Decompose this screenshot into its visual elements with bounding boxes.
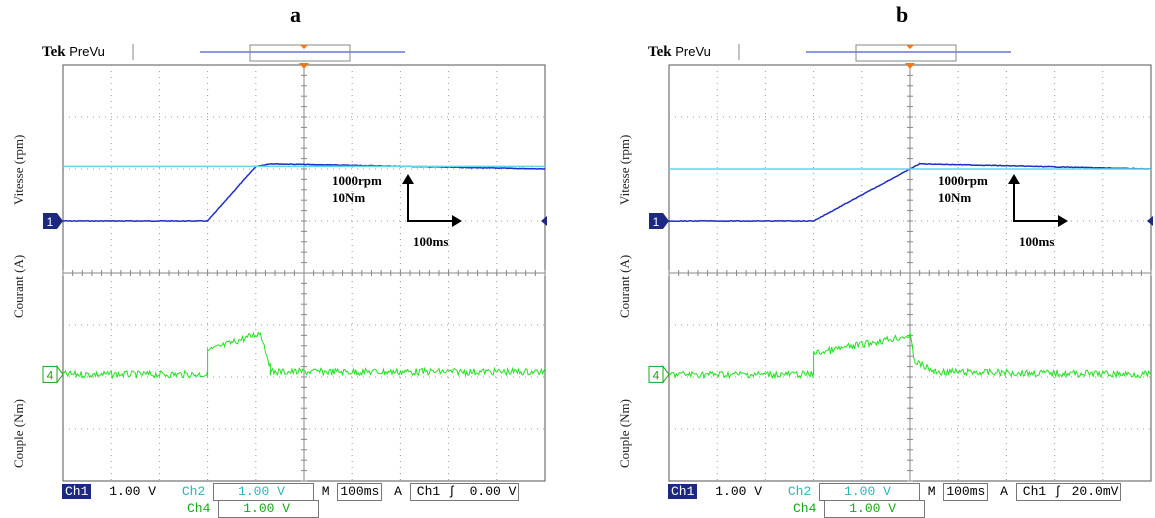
record-trigger-icon — [300, 45, 308, 49]
trigger-source: Ch1 — [1022, 484, 1047, 499]
ch1-value: 1.00 V — [715, 484, 763, 499]
trigger-label: A — [1000, 484, 1008, 499]
scope-header: Tek PreVu — [42, 44, 105, 61]
scope-header: Tek PreVu — [648, 44, 711, 61]
ch2-label: Ch2 — [181, 484, 206, 499]
trigger-box: Ch1 ʃ 0.00 V — [409, 483, 520, 501]
annot-torque-scale: 10Nm — [938, 190, 972, 205]
ch1-marker-tip — [663, 213, 669, 229]
mode-label: PreVu — [69, 44, 105, 59]
ch1-trigger-level-icon — [1147, 216, 1153, 226]
ch2-value: 1.00 V — [819, 483, 920, 501]
record-window — [855, 44, 957, 62]
ch4-marker-tip — [662, 364, 670, 384]
ch1-marker — [649, 213, 663, 229]
brand-label: Tek — [42, 44, 66, 60]
record-trigger-icon — [906, 45, 914, 49]
trigger-label: A — [394, 484, 402, 499]
scale-annotation: 1000rpm 10Nm — [938, 172, 988, 206]
ch4-label: Ch4 — [187, 501, 211, 516]
series-line — [63, 162, 546, 223]
time-value: 100ms — [943, 483, 989, 501]
trigger-value: 20.0mV — [1071, 484, 1119, 499]
ch4-value: 1.00 V — [824, 500, 926, 518]
time-label: M — [321, 484, 330, 499]
ch1-label: Ch1 — [668, 484, 698, 499]
panel-label: a — [290, 2, 301, 27]
oscilloscope-screen-b: 14 — [648, 44, 1153, 482]
trigger-box: Ch1 ʃ 20.0mV — [1015, 483, 1122, 501]
record-window — [249, 44, 351, 62]
series-line — [62, 331, 546, 380]
ch1-label: Ch1 — [62, 484, 92, 499]
trigger-position-icon — [299, 63, 309, 69]
annot-time-scale: 100ms — [1019, 234, 1055, 249]
trigger-position-icon — [905, 63, 915, 69]
trigger-source: Ch1 — [416, 484, 441, 499]
ch4-value: 1.00 V — [218, 500, 320, 518]
annot-speed-scale: 1000rpm — [332, 173, 382, 188]
ch4-label: Ch4 — [793, 501, 817, 516]
trigger-value: 0.00 V — [469, 484, 517, 499]
scope-panel-b: b Tek PreVu Vitesse (rpm) Courant (A) Co… — [606, 0, 1155, 518]
time-value: 100ms — [337, 483, 383, 501]
trigger-slope-icon: ʃ — [447, 484, 456, 499]
ch1-trigger-level-icon — [541, 216, 547, 226]
trigger-slope-icon: ʃ — [1053, 484, 1062, 499]
oscilloscope-screen-a: 14 — [42, 44, 547, 482]
ch2-value: 1.00 V — [213, 483, 314, 501]
time-label: M — [927, 484, 936, 499]
annot-torque-scale: 10Nm — [332, 190, 366, 205]
scale-arrow-up-head — [1008, 174, 1020, 184]
ch1-marker-label: 1 — [47, 215, 54, 229]
scale-annotation: 1000rpm 10Nm — [332, 172, 382, 206]
ch2-label: Ch2 — [787, 484, 812, 499]
scale-arrow-right-head — [452, 215, 462, 227]
series-line — [668, 331, 1152, 380]
scope-panel-a: a Tek PreVu Vitesse (rpm) Courant (A) Co… — [0, 0, 577, 518]
scale-arrow-right-head — [1058, 215, 1068, 227]
ch1-marker-tip — [57, 213, 63, 229]
ch1-marker — [43, 213, 57, 229]
status-bar: Ch1 1.00 V Ch2 1.00 V M 100ms A Ch1 ʃ 0.… — [62, 483, 520, 501]
annot-time-scale: 100ms — [413, 234, 449, 249]
status-bar: Ch1 1.00 V Ch2 1.00 V M 100ms A Ch1 ʃ 20… — [668, 483, 1122, 501]
ch4-marker-tip — [56, 364, 64, 384]
ch1-value: 1.00 V — [109, 484, 157, 499]
brand-label: Tek — [648, 44, 672, 60]
status-bar-ch4: Ch4 1.00 V — [187, 500, 320, 518]
ch4-marker-label: 4 — [47, 368, 54, 382]
annot-speed-scale: 1000rpm — [938, 173, 988, 188]
ch4-marker-label: 4 — [653, 368, 660, 382]
ch1-marker-label: 1 — [653, 215, 660, 229]
mode-label: PreVu — [675, 44, 711, 59]
panel-label: b — [896, 2, 909, 27]
status-bar-ch4: Ch4 1.00 V — [793, 500, 926, 518]
scale-arrow-up-head — [402, 174, 414, 184]
